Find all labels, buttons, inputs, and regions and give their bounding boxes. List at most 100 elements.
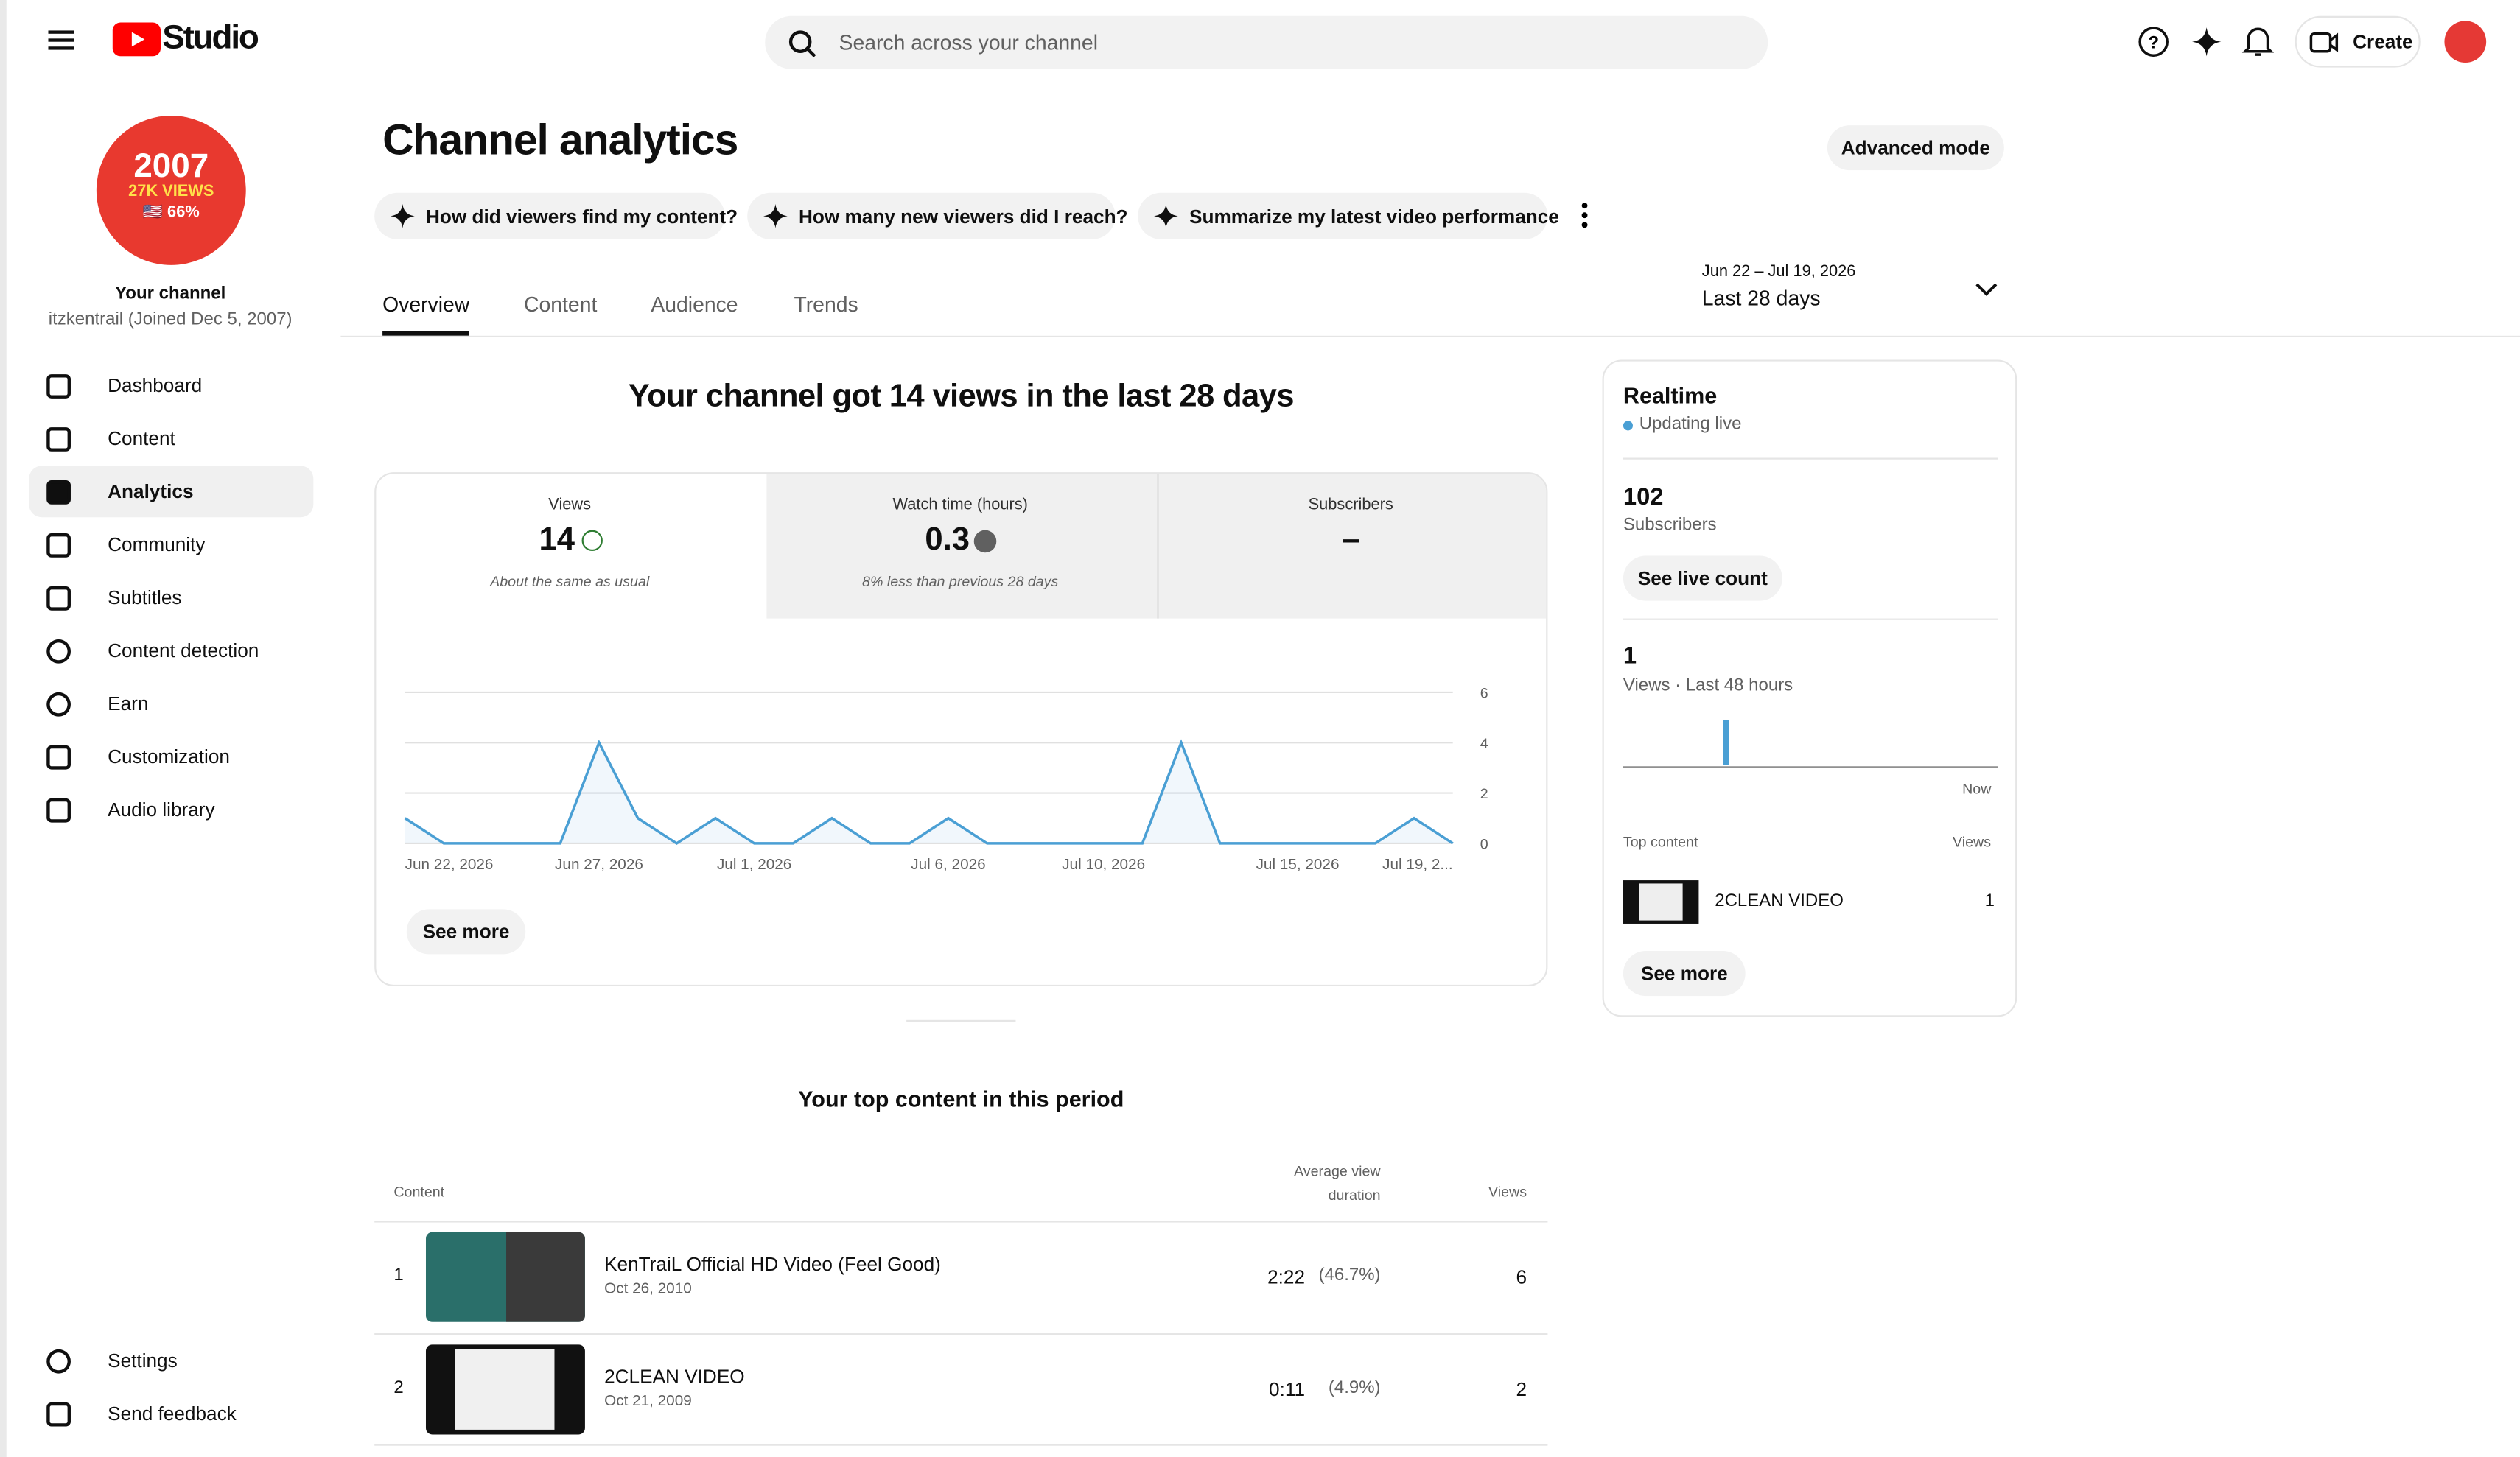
tab[interactable]: Audience (651, 292, 738, 317)
nav-icon[interactable] (46, 639, 71, 664)
x-tick-label: Jun 22, 2026 (405, 856, 494, 874)
sparkle-icon[interactable] (2191, 26, 2223, 58)
x-tick-label: Jun 27, 2026 (555, 856, 643, 874)
top-video-title[interactable]: 2CLEAN VIDEO (1715, 891, 1844, 911)
dropdown-icon[interactable] (1975, 281, 1998, 298)
sparkle-icon (391, 203, 415, 228)
nav-item[interactable]: Settings (108, 1349, 178, 1372)
thumbnail[interactable] (1623, 880, 1699, 924)
avg-percent: (46.7%) (1318, 1265, 1381, 1285)
thumbnail[interactable] (425, 1344, 585, 1435)
video-title-link[interactable]: 2CLEAN VIDEO (604, 1365, 745, 1388)
nav-icon[interactable] (46, 480, 71, 505)
metric-label: Watch time (hours) (892, 496, 1028, 514)
date-range[interactable]: Jun 22 – Jul 19, 2026 (1701, 263, 1856, 281)
search-box[interactable]: Search across your channel (765, 15, 1768, 69)
thumb-detail[interactable] (455, 1349, 555, 1430)
nav-icon[interactable] (46, 533, 71, 558)
more-icon[interactable] (1578, 201, 1591, 230)
youtube-logo[interactable] (112, 22, 161, 57)
x-tick-label: Jul 15, 2026 (1256, 856, 1340, 874)
page-title: Channel analytics (382, 116, 738, 164)
views-line (404, 739, 1454, 845)
top-content-title: Your top content in this period (798, 1086, 1124, 1112)
nav-icon[interactable] (46, 1402, 71, 1427)
nav-icon[interactable] (46, 692, 71, 717)
column-header: Views (1488, 1184, 1527, 1201)
column-header: Content (393, 1184, 445, 1201)
nav-item[interactable]: Audio library (108, 798, 215, 821)
video-title-link[interactable]: KenTraiL Official HD Video (Feel Good) (604, 1253, 941, 1276)
live-count-button[interactable]: See live count (1623, 555, 1782, 601)
nav-icon[interactable] (46, 374, 71, 399)
account-avatar[interactable] (2444, 21, 2487, 63)
thumbnail[interactable] (425, 1232, 585, 1322)
see-more-button[interactable]: See more (1623, 951, 1746, 997)
nav-item[interactable]: Content (108, 427, 175, 450)
notifications-icon[interactable] (2241, 24, 2275, 60)
y-tick-label: 6 (1480, 686, 1488, 702)
x-tick-label: Jul 1, 2026 (716, 856, 792, 874)
nav-item[interactable]: Send feedback (108, 1402, 237, 1425)
row-rank: 2 (393, 1378, 404, 1398)
advanced-mode-button[interactable]: Advanced mode (1827, 125, 2004, 171)
y-tick-label: 2 (1480, 786, 1488, 802)
subscriber-count: 102 (1623, 483, 1664, 511)
realtime-card: Realtime Updating live 102 Subscribers S… (1602, 359, 2017, 1017)
avatar-views: 27K VIEWS (128, 183, 214, 201)
tab-underline (382, 331, 469, 336)
prompt-label: Summarize my latest video performance (1189, 206, 1559, 228)
nav-icon[interactable] (46, 798, 71, 823)
check-icon (581, 530, 603, 552)
realtime-views-label: Views · Last 48 hours (1623, 676, 1793, 696)
see-more-button[interactable]: See more (406, 909, 526, 955)
video-date: Oct 26, 2010 (604, 1280, 692, 1299)
create-icon (2309, 32, 2339, 53)
nav-icon[interactable] (46, 427, 71, 452)
metric-value: – (1342, 522, 1360, 558)
now-label: Now (1962, 780, 1992, 797)
nav-icon[interactable] (46, 1349, 71, 1374)
nav-icon[interactable] (46, 586, 71, 611)
thumb-detail[interactable] (506, 1232, 585, 1322)
help-icon[interactable]: ? (2138, 26, 2170, 58)
tab[interactable]: Overview (382, 292, 470, 317)
prompt-chip[interactable]: Summarize my latest video performance (1138, 192, 1559, 239)
nav-item[interactable]: Customization (108, 745, 230, 768)
y-tick-label: 4 (1480, 736, 1488, 752)
video-date: Oct 21, 2009 (604, 1392, 692, 1411)
divider (340, 335, 2520, 337)
channel-avatar[interactable]: 2007 27K VIEWS 🇺🇸 66% (96, 116, 246, 265)
create-button[interactable]: Create (2295, 15, 2421, 68)
views-chart: 0 2 4 6 (404, 686, 1729, 853)
sparkle-icon (1154, 203, 1178, 228)
nav-item[interactable]: Content detection (108, 639, 259, 662)
nav-item[interactable]: Community (108, 533, 206, 556)
nav-icon[interactable] (46, 745, 71, 770)
create-label: Create (2353, 30, 2413, 53)
column-header: Average view duration (1294, 1162, 1381, 1204)
tab[interactable]: Trends (794, 292, 858, 317)
logo-text[interactable]: Studio (162, 19, 259, 57)
avg-duration: 0:11 (1269, 1378, 1306, 1401)
realtime-axis (1623, 766, 1998, 768)
subscribers-label: Subscribers (1623, 516, 1717, 536)
prompt-label: How did viewers find my content? (425, 206, 738, 228)
down-icon (973, 530, 997, 553)
x-tick-label: Jul 6, 2026 (911, 856, 986, 874)
tab[interactable]: Content (524, 292, 598, 317)
menu-icon[interactable] (48, 29, 74, 52)
nav-item[interactable]: Earn (108, 692, 149, 715)
prompt-chip[interactable]: How did viewers find my content? (374, 192, 738, 239)
nav-item[interactable]: Subtitles (108, 586, 182, 609)
sparkle-icon (763, 203, 788, 228)
date-period[interactable]: Last 28 days (1701, 286, 1821, 310)
row-views: 6 (1516, 1265, 1527, 1289)
x-tick-label: Jul 19, 2... (1382, 856, 1453, 874)
prompt-chip[interactable]: How many new viewers did I reach? (747, 192, 1128, 239)
nav-item[interactable]: Dashboard (108, 374, 203, 397)
row-views: 2 (1516, 1378, 1527, 1401)
top-content-label: Top content (1623, 833, 1698, 850)
nav-item[interactable]: Analytics (108, 480, 194, 503)
